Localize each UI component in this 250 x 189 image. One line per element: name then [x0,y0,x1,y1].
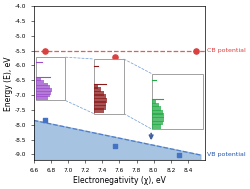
X-axis label: Electronegativity (χ), eV: Electronegativity (χ), eV [73,176,166,185]
Polygon shape [34,120,201,160]
Bar [94,59,124,114]
Point [178,154,182,157]
Bar [36,83,48,86]
Text: CB potential: CB potential [207,48,246,53]
Bar [94,88,101,92]
Bar [152,106,161,111]
Bar [36,80,44,84]
Bar [36,77,41,81]
Point [113,145,117,148]
Bar [36,85,50,89]
Point [43,119,47,122]
Bar [152,113,164,118]
Bar [36,91,51,95]
Y-axis label: Energy (E), eV: Energy (E), eV [4,56,13,111]
Bar [94,108,104,113]
Bar [36,94,50,97]
Bar [94,98,107,103]
Bar [152,103,159,108]
Bar [94,105,106,110]
Bar [152,121,163,125]
Point [113,56,117,59]
Point [194,50,198,53]
Bar [36,88,52,92]
Bar [152,99,156,104]
Bar [94,94,106,99]
Bar [152,117,164,122]
Bar [94,101,106,106]
Point [43,50,47,53]
Bar [152,124,161,129]
Bar [94,84,98,89]
Bar [94,91,104,96]
Bar [152,110,163,115]
Bar [36,57,66,101]
Bar [36,97,48,100]
Bar [152,74,202,129]
Text: VB potential: VB potential [207,152,246,157]
